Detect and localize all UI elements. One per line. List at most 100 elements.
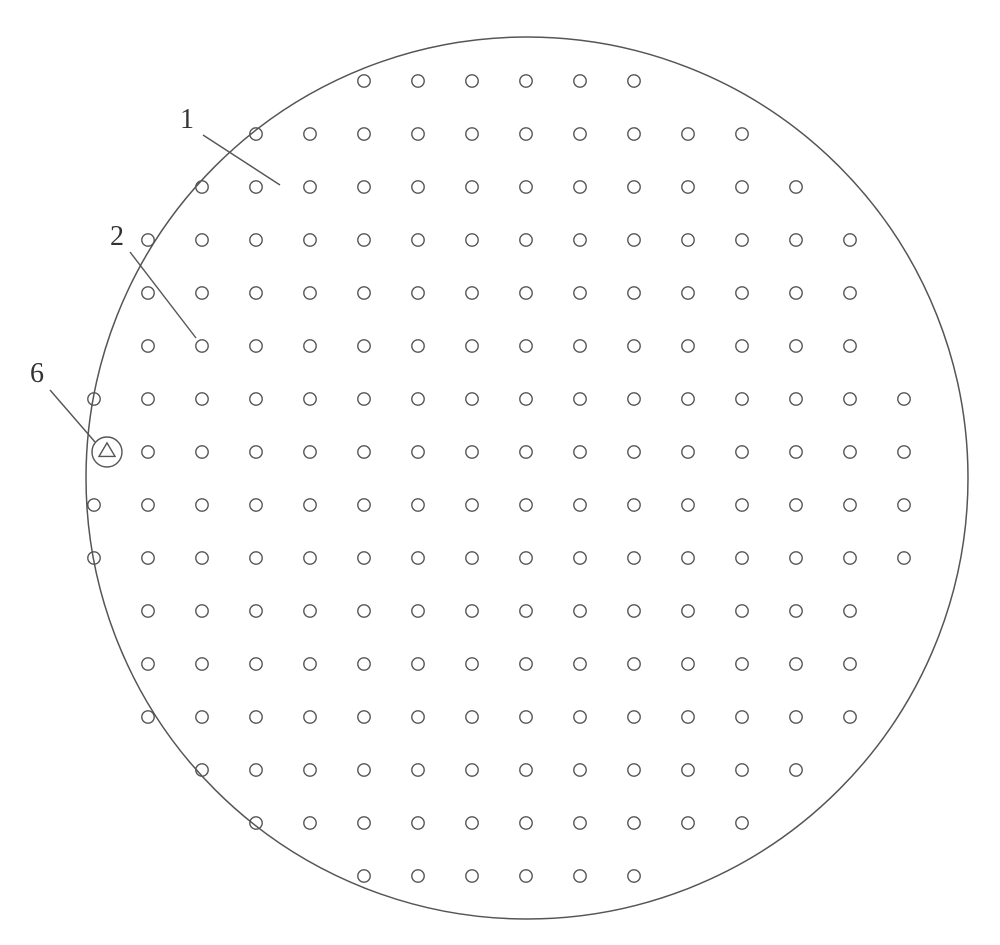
hole-dot bbox=[142, 711, 154, 723]
hole-dot bbox=[736, 234, 748, 246]
hole-dot bbox=[142, 393, 154, 405]
hole-dot bbox=[844, 711, 856, 723]
hole-dot bbox=[682, 340, 694, 352]
hole-dot bbox=[790, 552, 802, 564]
hole-dot bbox=[412, 393, 424, 405]
hole-dot bbox=[790, 499, 802, 511]
hole-dot bbox=[628, 181, 640, 193]
hole-dot bbox=[790, 658, 802, 670]
hole-dot bbox=[682, 287, 694, 299]
hole-dot bbox=[466, 552, 478, 564]
hole-dot bbox=[682, 764, 694, 776]
hole-dot bbox=[358, 393, 370, 405]
hole-dot bbox=[628, 658, 640, 670]
hole-dot bbox=[628, 234, 640, 246]
hole-dot bbox=[196, 181, 208, 193]
hole-dot bbox=[574, 287, 586, 299]
hole-dot bbox=[844, 605, 856, 617]
hole-dot bbox=[520, 817, 532, 829]
hole-dot bbox=[682, 552, 694, 564]
hole-dot bbox=[250, 552, 262, 564]
hole-dot bbox=[466, 181, 478, 193]
hole-dot bbox=[736, 499, 748, 511]
hole-dot bbox=[358, 658, 370, 670]
hole-dot bbox=[466, 499, 478, 511]
hole-dot bbox=[466, 287, 478, 299]
hole-dot bbox=[412, 552, 424, 564]
hole-dot bbox=[628, 605, 640, 617]
hole-dot bbox=[682, 128, 694, 140]
hole-dot bbox=[628, 75, 640, 87]
callout-leader bbox=[130, 252, 196, 338]
hole-dot bbox=[304, 393, 316, 405]
hole-dot bbox=[628, 340, 640, 352]
hole-dot bbox=[142, 605, 154, 617]
hole-dot bbox=[682, 181, 694, 193]
hole-dot bbox=[196, 605, 208, 617]
hole-dot bbox=[304, 552, 316, 564]
hole-dot bbox=[628, 128, 640, 140]
hole-dot bbox=[790, 446, 802, 458]
hole-dot bbox=[250, 605, 262, 617]
hole-dot bbox=[628, 446, 640, 458]
hole-dot bbox=[898, 552, 910, 564]
hole-dot bbox=[628, 817, 640, 829]
hole-dot bbox=[466, 870, 478, 882]
hole-dot bbox=[196, 499, 208, 511]
hole-dot bbox=[412, 605, 424, 617]
hole-grid bbox=[88, 75, 910, 882]
hole-dot bbox=[412, 658, 424, 670]
hole-dot bbox=[520, 764, 532, 776]
callout-label: 2 bbox=[110, 221, 124, 252]
hole-dot bbox=[250, 181, 262, 193]
hole-dot bbox=[250, 446, 262, 458]
hole-dot bbox=[412, 287, 424, 299]
hole-dot bbox=[196, 658, 208, 670]
hole-dot bbox=[682, 711, 694, 723]
hole-dot bbox=[520, 181, 532, 193]
hole-dot bbox=[412, 446, 424, 458]
hole-dot bbox=[88, 499, 100, 511]
hole-dot bbox=[412, 181, 424, 193]
hole-dot bbox=[574, 181, 586, 193]
hole-dot bbox=[412, 711, 424, 723]
hole-dot bbox=[898, 446, 910, 458]
hole-dot bbox=[628, 393, 640, 405]
hole-dot bbox=[520, 234, 532, 246]
hole-dot bbox=[736, 393, 748, 405]
hole-dot bbox=[682, 393, 694, 405]
hole-dot bbox=[466, 817, 478, 829]
hole-dot bbox=[196, 234, 208, 246]
hole-dot bbox=[520, 128, 532, 140]
hole-dot bbox=[358, 764, 370, 776]
perforated-disk-diagram: 126 bbox=[0, 0, 1000, 945]
hole-dot bbox=[196, 393, 208, 405]
hole-dot bbox=[250, 393, 262, 405]
hole-dot bbox=[736, 340, 748, 352]
hole-dot bbox=[682, 234, 694, 246]
hole-dot bbox=[520, 870, 532, 882]
hole-dot bbox=[844, 340, 856, 352]
hole-dot bbox=[304, 181, 316, 193]
hole-dot bbox=[574, 817, 586, 829]
hole-dot bbox=[790, 393, 802, 405]
hole-dot bbox=[358, 340, 370, 352]
hole-dot bbox=[790, 234, 802, 246]
hole-dot bbox=[466, 340, 478, 352]
hole-dot bbox=[682, 605, 694, 617]
hole-dot bbox=[682, 817, 694, 829]
hole-dot bbox=[250, 764, 262, 776]
hole-dot bbox=[682, 658, 694, 670]
hole-dot bbox=[574, 75, 586, 87]
hole-dot bbox=[142, 446, 154, 458]
hole-dot bbox=[574, 711, 586, 723]
hole-dot bbox=[250, 234, 262, 246]
hole-dot bbox=[520, 340, 532, 352]
hole-dot bbox=[628, 499, 640, 511]
callout-label: 1 bbox=[180, 104, 194, 135]
hole-dot bbox=[574, 552, 586, 564]
hole-dot bbox=[142, 499, 154, 511]
hole-dot bbox=[736, 764, 748, 776]
hole-dot bbox=[628, 287, 640, 299]
hole-dot bbox=[358, 234, 370, 246]
